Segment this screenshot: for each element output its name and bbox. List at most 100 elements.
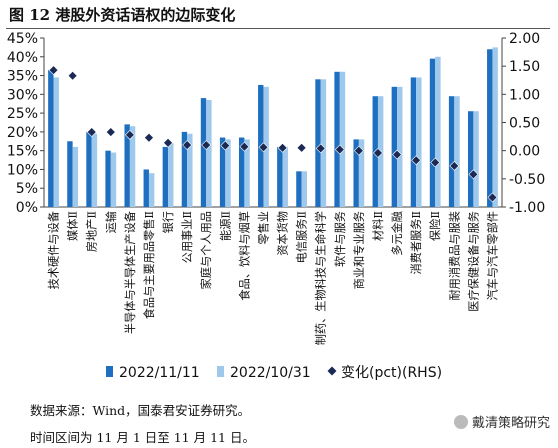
left-tick-label: 0%	[16, 200, 38, 216]
bar-2022-10-31	[110, 152, 117, 207]
x-tick-label: 多元金融	[390, 211, 404, 256]
change-point	[277, 142, 288, 153]
x-tick-label: 能源Ⅱ	[218, 211, 232, 241]
left-tick-label: 20%	[7, 125, 38, 141]
left-tick-label: 10%	[7, 162, 38, 178]
change-point	[201, 140, 212, 150]
x-tick-label: 资本货物	[276, 211, 290, 256]
bar-2022-10-31	[492, 47, 498, 208]
bar-2022-11-11	[48, 69, 54, 207]
bar-2022-10-31	[397, 86, 403, 207]
bar-2022-10-31	[454, 96, 460, 207]
bar-2022-11-11	[124, 124, 130, 207]
change-point	[124, 129, 135, 140]
left-tick-label: 35%	[7, 69, 38, 85]
figure-title: 图 12 港股外资话语权的边际变化	[9, 6, 236, 24]
x-tick-label: 零售业	[256, 211, 270, 245]
x-tick-label: 食品、饮料与烟草	[237, 211, 251, 301]
change-point	[315, 143, 326, 154]
bar-2022-10-31	[168, 143, 174, 207]
legend-label: 变化(pct)(RHS)	[341, 365, 442, 381]
bar-2022-10-31	[282, 146, 288, 207]
change-point	[430, 157, 441, 168]
left-tick-label: 15%	[7, 144, 38, 160]
legend-swatch	[217, 366, 224, 377]
right-tick-label: 0.50	[509, 116, 540, 132]
change-point	[392, 149, 402, 160]
x-tick-label: 消费者服务Ⅱ	[409, 211, 423, 275]
x-tick-label: 医疗保健设备与服务	[466, 211, 480, 312]
x-tick-label: 电信服务Ⅱ	[296, 211, 309, 263]
change-point	[220, 140, 231, 151]
bar-2022-10-31	[301, 171, 308, 207]
x-tick-label: 汽车与汽车零部件	[485, 211, 499, 301]
bar-2022-10-31	[339, 71, 346, 207]
bar-2022-11-11	[277, 146, 283, 207]
bar-2022-10-31	[187, 133, 193, 207]
x-tick-label: 运输	[104, 211, 118, 233]
left-tick-label: 30%	[7, 87, 38, 103]
bar-2022-10-31	[206, 99, 212, 207]
bar-2022-11-11	[296, 171, 302, 207]
bar-2022-11-11	[487, 49, 493, 208]
right-tick-label: 0.00	[509, 144, 540, 160]
x-tick-label: 媒体Ⅱ	[66, 211, 80, 241]
bar-2022-10-31	[416, 77, 422, 207]
right-tick-label: 2.00	[509, 31, 540, 47]
bar-2022-10-31	[129, 126, 136, 207]
bar-2022-11-11	[238, 137, 245, 207]
change-point	[258, 142, 269, 153]
bar-2022-11-11	[391, 86, 398, 207]
legend-label: 2022/10/31	[230, 365, 311, 381]
change-point	[373, 147, 383, 158]
x-tick-label: 制药、生物科技与生命科学	[314, 211, 328, 345]
change-point	[144, 132, 154, 143]
change-point	[163, 137, 173, 148]
left-tick-label: 25%	[7, 106, 38, 122]
legend-swatch	[327, 366, 337, 376]
bar-2022-10-31	[148, 173, 155, 207]
bar-2022-11-11	[315, 79, 321, 207]
watermark: 戴清策略研究	[453, 412, 550, 431]
bar-2022-11-11	[410, 77, 417, 207]
x-tick-label: 银行	[161, 211, 175, 233]
bar-2022-10-31	[225, 139, 231, 207]
wechat-icon	[453, 415, 468, 429]
bar-2022-10-31	[358, 139, 365, 207]
change-point	[334, 144, 345, 155]
right-tick-label: -0.50	[509, 172, 545, 188]
bar-2022-10-31	[320, 79, 327, 207]
source-note: 数据来源：Wind，国泰君安证券研究。	[30, 403, 251, 418]
title-divider	[6, 28, 550, 29]
change-point	[353, 145, 364, 156]
change-point	[411, 155, 422, 166]
left-tick-label: 45%	[7, 31, 38, 47]
right-tick-label: 1.50	[509, 59, 540, 75]
bar-2022-11-11	[429, 58, 436, 208]
legend-swatch	[106, 366, 113, 377]
change-point	[86, 127, 97, 138]
period-note: 时间区间为 11 月 1 日至 11 月 11 日。	[30, 430, 255, 445]
change-point	[48, 65, 59, 76]
bar-2022-11-11	[105, 150, 111, 207]
bar-2022-10-31	[53, 77, 59, 207]
x-tick-label: 商业和专业服务	[352, 211, 366, 289]
watermark-text: 戴清策略研究	[471, 416, 550, 431]
x-tick-label: 技术硬件与设备	[47, 211, 61, 289]
change-point	[105, 127, 116, 138]
x-tick-label: 材料Ⅱ	[371, 211, 385, 241]
change-point	[296, 142, 307, 153]
x-tick-label: 保险Ⅱ	[428, 211, 442, 241]
bar-2022-10-31	[244, 139, 250, 207]
x-tick-label: 家庭与个人用品	[199, 211, 213, 289]
x-tick-label: 耐用消费品与服装	[447, 211, 461, 301]
bar-2022-11-11	[200, 98, 207, 207]
right-tick-label: -1.00	[509, 200, 545, 216]
left-tick-label: 40%	[7, 50, 38, 66]
change-point	[67, 70, 78, 81]
bar-2022-10-31	[473, 111, 479, 207]
bar-2022-11-11	[334, 71, 340, 207]
x-tick-label: 食品与主要用品零售Ⅱ	[142, 211, 156, 319]
right-tick-label: 1.00	[509, 87, 540, 103]
